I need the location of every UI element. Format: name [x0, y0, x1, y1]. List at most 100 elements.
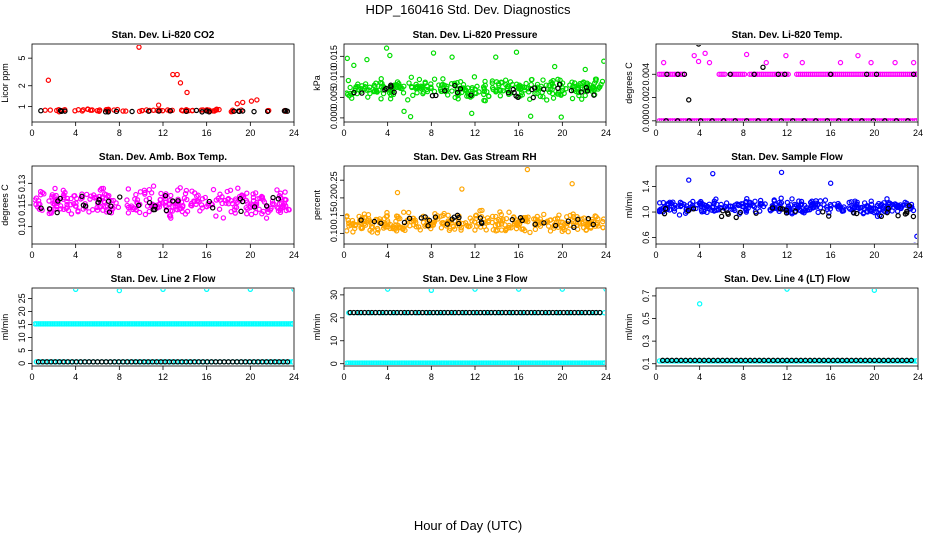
data-point [105, 321, 112, 327]
data-point [278, 321, 285, 327]
data-point [277, 207, 284, 213]
reference-point [429, 93, 436, 99]
data-point [498, 80, 505, 86]
data-point [145, 321, 152, 327]
data-point [477, 208, 483, 214]
reference-point [718, 213, 725, 220]
x-tick-label: 24 [913, 128, 923, 138]
x-tick-label: 24 [601, 128, 611, 138]
reference-point [859, 118, 865, 121]
x-tick-label: 0 [29, 250, 34, 260]
x-tick-label: 16 [514, 250, 524, 260]
y-tick-label: 15 [17, 319, 27, 329]
data-point [493, 54, 499, 60]
data-point [410, 360, 417, 365]
reference-point [236, 108, 242, 114]
reference-point [206, 198, 213, 205]
data-point [913, 118, 917, 121]
data-point [97, 187, 104, 193]
data-point [397, 83, 403, 89]
data-point [112, 321, 119, 327]
data-point [102, 321, 108, 327]
reference-point [358, 217, 364, 223]
data-point [690, 198, 696, 205]
data-point [62, 189, 68, 196]
data-point [481, 86, 487, 92]
data-point [89, 107, 95, 113]
figure-xlabel: Hour of Day (UTC) [414, 518, 522, 533]
data-point [407, 113, 414, 120]
data-point [387, 96, 394, 102]
data-point [497, 209, 503, 215]
data-point [550, 360, 556, 365]
y-tick-label: 1 [17, 104, 27, 109]
data-point [694, 202, 700, 208]
reference-point [468, 92, 474, 98]
data-point [210, 186, 217, 193]
data-point [408, 360, 415, 365]
x-tick-label: 8 [741, 372, 746, 382]
data-point [107, 321, 113, 327]
data-point [150, 107, 157, 113]
reference-point [674, 118, 681, 121]
data-point [407, 360, 413, 365]
data-point [79, 321, 85, 327]
data-point [86, 321, 92, 327]
data-point [868, 198, 874, 204]
data-point [345, 214, 350, 220]
data-point [913, 358, 917, 364]
figure-title: HDP_160416 Std. Dev. Diagnostics [366, 2, 571, 17]
reference-point [681, 71, 688, 77]
data-point [405, 209, 412, 216]
data-point [138, 321, 145, 327]
data-point [527, 229, 533, 236]
reference-point [737, 209, 743, 216]
data-point [280, 321, 286, 327]
data-point [587, 360, 593, 365]
data-point [207, 321, 213, 327]
data-point [97, 203, 104, 210]
y-tick-label: 0.20 [329, 189, 339, 207]
x-tick-label: 8 [117, 250, 122, 260]
data-point [541, 211, 547, 218]
data-point [575, 89, 582, 96]
reference-point [117, 194, 123, 200]
data-point [569, 95, 576, 102]
data-point [422, 79, 428, 85]
data-point [98, 321, 105, 327]
data-point [552, 216, 558, 222]
data-point [191, 321, 197, 327]
data-point [521, 87, 528, 93]
reference-point [905, 118, 911, 121]
data-point [550, 95, 557, 101]
x-tick-label: 4 [73, 372, 78, 382]
reference-point [509, 216, 515, 223]
reference-point [686, 118, 692, 121]
x-tick-label: 16 [826, 250, 836, 260]
data-point [456, 360, 462, 365]
data-point [252, 321, 258, 327]
x-tick-label: 12 [158, 372, 168, 382]
data-point [482, 97, 488, 104]
data-point [477, 360, 483, 365]
data-point [532, 360, 539, 365]
data-point [739, 71, 746, 77]
reference-point [813, 118, 819, 121]
data-point [704, 209, 710, 216]
reference-point [720, 118, 727, 121]
data-point [499, 218, 506, 224]
data-point [470, 360, 476, 365]
data-point [515, 219, 521, 226]
data-point [194, 321, 201, 327]
data-point [517, 360, 523, 365]
reference-point [388, 82, 394, 88]
data-point [132, 196, 138, 202]
data-point [727, 203, 734, 210]
data-point [72, 321, 78, 327]
data-point [498, 211, 504, 218]
y-tick-label: 5 [17, 348, 27, 353]
data-point [94, 107, 100, 114]
reference-point [383, 85, 389, 92]
data-point [65, 321, 71, 327]
reference-point [733, 214, 739, 221]
